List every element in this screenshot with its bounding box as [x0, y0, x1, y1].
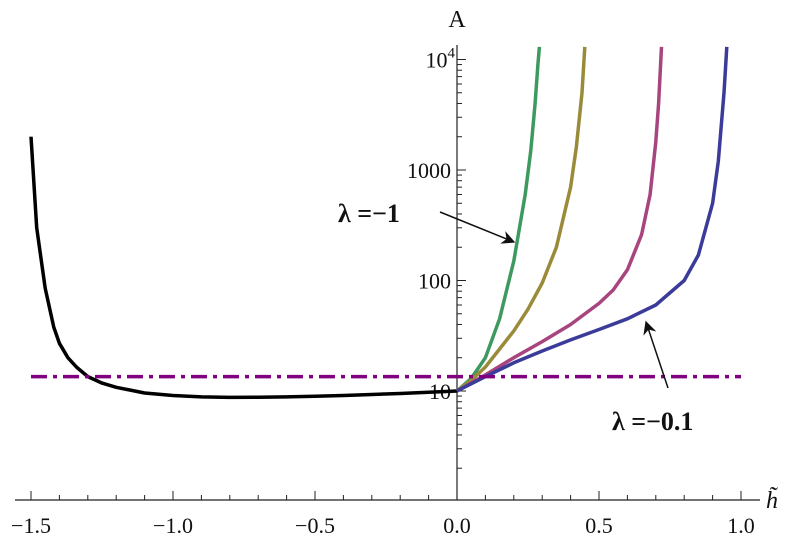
series-line-0 [29, 136, 458, 400]
series-layer [29, 46, 741, 400]
x-tick-label: −1.0 [153, 513, 193, 538]
y-tick-label: 100 [418, 269, 451, 294]
series-line-4 [456, 46, 729, 393]
annotation-arrow-1 [439, 211, 516, 244]
y-tick-label: 104 [426, 46, 456, 73]
y-tick-label: 1000 [407, 158, 451, 183]
x-axis-label: h̃ [766, 486, 778, 514]
series-line-3 [456, 46, 664, 393]
series-line-2 [455, 46, 587, 393]
annotation-arrow-2 [643, 320, 669, 389]
x-tick-label: 0.0 [443, 513, 471, 538]
series-line-1 [455, 46, 542, 393]
x-tick-label: −0.5 [295, 513, 335, 538]
annotation-lambda-minus-0-1: λ =−0.1 [612, 407, 693, 436]
y-axis-label: A [448, 7, 466, 33]
annotation-lambda-minus-1: λ =−1 [338, 199, 400, 228]
x-tick-label: 0.5 [585, 513, 613, 538]
x-tick-label: 1.0 [727, 513, 755, 538]
annotations: λ =−1 λ =−0.1 [338, 199, 693, 436]
x-tick-label: −1.5 [11, 513, 51, 538]
